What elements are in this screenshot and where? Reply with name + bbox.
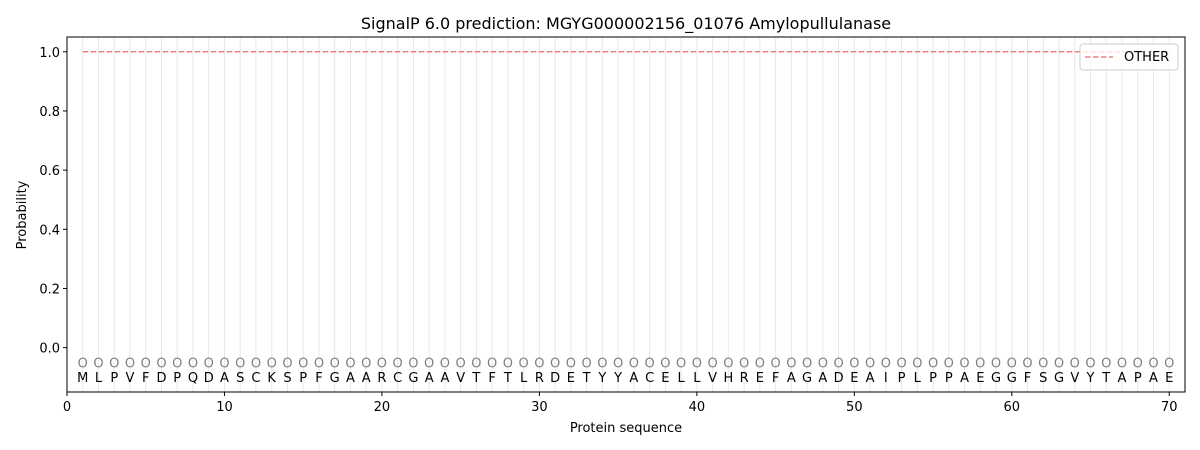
- region-label: O: [550, 356, 560, 371]
- region-label: O: [141, 356, 151, 371]
- y-tick-label: 0.4: [39, 223, 60, 238]
- grid: [82, 37, 1170, 392]
- region-label: O: [597, 356, 607, 371]
- region-label: O: [1101, 356, 1111, 371]
- x-tick-label: 0: [63, 400, 71, 415]
- legend: OTHER: [1079, 43, 1179, 71]
- region-label: O: [833, 356, 843, 371]
- x-tick-label: 70: [1161, 400, 1178, 415]
- region-label: O: [251, 356, 261, 371]
- y-axis-label: Probability: [15, 180, 30, 249]
- region-label: O: [188, 356, 198, 371]
- region-label: O: [991, 356, 1001, 371]
- region-label: O: [928, 356, 938, 371]
- legend-label: OTHER: [1124, 50, 1169, 65]
- region-label: O: [78, 356, 88, 371]
- region-label: O: [1117, 356, 1127, 371]
- y-tick-label: 0.6: [39, 164, 60, 179]
- region-label: O: [865, 356, 875, 371]
- y-tick-label: 0.8: [39, 105, 60, 120]
- region-label: O: [975, 356, 985, 371]
- region-label: O: [471, 356, 481, 371]
- region-label: O: [1085, 356, 1095, 371]
- region-label: O: [235, 356, 245, 371]
- region-label: O: [109, 356, 119, 371]
- region-label: O: [1038, 356, 1048, 371]
- region-label: O: [707, 356, 717, 371]
- region-label: O: [786, 356, 796, 371]
- region-label: O: [172, 356, 182, 371]
- region-label: O: [345, 356, 355, 371]
- chart-title: SignalP 6.0 prediction: MGYG000002156_01…: [361, 14, 891, 34]
- region-label: O: [613, 356, 623, 371]
- y-tick-label: 0.2: [39, 282, 60, 297]
- region-label: O: [645, 356, 655, 371]
- region-label: O: [959, 356, 969, 371]
- region-label: O: [534, 356, 544, 371]
- region-label: O: [739, 356, 749, 371]
- region-label: O: [503, 356, 513, 371]
- region-label: O: [282, 356, 292, 371]
- x-axis-label: Protein sequence: [570, 421, 682, 436]
- region-label: O: [267, 356, 277, 371]
- x-tick-label: 30: [531, 400, 548, 415]
- region-label: O: [314, 356, 324, 371]
- y-tick-label: 0.0: [39, 342, 60, 357]
- region-label: O: [330, 356, 340, 371]
- region-label: O: [1007, 356, 1017, 371]
- region-label: O: [818, 356, 828, 371]
- region-label: O: [692, 356, 702, 371]
- plot-frame: [66, 36, 1186, 393]
- legend-box: [1079, 43, 1179, 71]
- region-label: O: [408, 356, 418, 371]
- region-label: O: [93, 356, 103, 371]
- region-label: O: [723, 356, 733, 371]
- region-label: O: [566, 356, 576, 371]
- y-tick-label: 1.0: [39, 46, 60, 61]
- region-label: O: [802, 356, 812, 371]
- x-tick-label: 60: [1004, 400, 1021, 415]
- residue-sequence: MLPVFDPQDASCKSPFGAARCGAAVTFTLRDETYYACELL…: [77, 371, 1173, 386]
- region-label: O: [912, 356, 922, 371]
- ticks: 0 10 20 30 40 50 60 70 0.0 0.2 0.4 0.6 0.8 1.0: [39, 46, 1177, 415]
- x-tick-label: 10: [216, 400, 233, 415]
- region-label: O: [487, 356, 497, 371]
- region-label: O: [896, 356, 906, 371]
- region-label: O: [770, 356, 780, 371]
- x-tick-label: 40: [689, 400, 706, 415]
- region-label: O: [298, 356, 308, 371]
- region-label: O: [456, 356, 466, 371]
- region-label: O: [440, 356, 450, 371]
- region-label: O: [1133, 356, 1143, 371]
- region-label: O: [849, 356, 859, 371]
- region-label: O: [1054, 356, 1064, 371]
- region-label: O: [676, 356, 686, 371]
- region-label: O: [1164, 356, 1174, 371]
- region-label: O: [582, 356, 592, 371]
- x-tick-label: 50: [846, 400, 863, 415]
- x-tick-label: 20: [374, 400, 391, 415]
- region-label: O: [204, 356, 214, 371]
- region-label: O: [1022, 356, 1032, 371]
- region-label: O: [1148, 356, 1158, 371]
- region-label: O: [629, 356, 639, 371]
- region-label: O: [660, 356, 670, 371]
- region-label: O: [361, 356, 371, 371]
- region-label: O: [944, 356, 954, 371]
- region-label: O: [519, 356, 529, 371]
- region-label: O: [1070, 356, 1080, 371]
- region-label: O: [219, 356, 229, 371]
- region-label: O: [881, 356, 891, 371]
- region-label: O: [755, 356, 765, 371]
- region-label: O: [156, 356, 166, 371]
- region-label: O: [424, 356, 434, 371]
- region-label: O: [125, 356, 135, 371]
- region-label: O: [377, 356, 387, 371]
- region-label: O: [393, 356, 403, 371]
